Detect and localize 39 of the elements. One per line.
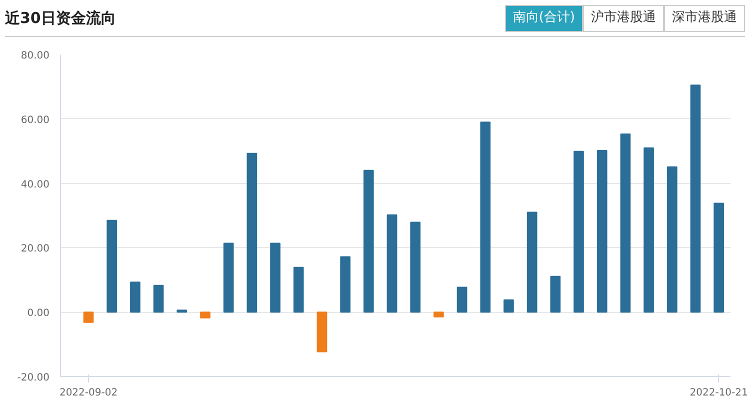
bar — [456, 286, 468, 313]
bar — [644, 147, 654, 313]
bar — [666, 166, 678, 313]
y-tick-label: 40.00 — [20, 179, 50, 190]
bar — [386, 214, 398, 313]
bar — [526, 212, 538, 313]
y-tick-label: 0.00 — [27, 308, 50, 320]
bar — [223, 242, 234, 313]
bar — [596, 150, 608, 313]
bar — [200, 312, 210, 318]
bar — [434, 312, 444, 318]
bar — [316, 312, 328, 352]
bar — [574, 150, 584, 313]
bar — [153, 284, 164, 313]
bar — [410, 222, 421, 313]
text: 深市港股通 — [664, 5, 745, 32]
bar — [340, 256, 350, 313]
text: 南向(合计) — [504, 5, 583, 32]
x-tick-label: 2022-09-02 — [59, 388, 118, 398]
chart-title: 近30日资金流向 — [5, 8, 116, 29]
x-tick-label: 2022-10-21 — [690, 388, 748, 398]
bar — [270, 242, 280, 313]
bar — [714, 202, 724, 313]
text: 沪市港股通 — [583, 5, 664, 32]
bar — [690, 84, 701, 313]
y-tick-label: 20.00 — [20, 244, 50, 255]
bar — [106, 220, 118, 313]
bar — [130, 282, 140, 313]
y-tick-label: 60.00 — [20, 114, 50, 126]
bar — [363, 170, 374, 313]
bar — [620, 134, 631, 313]
bar — [550, 276, 561, 313]
y-tick-label: 80.00 — [20, 50, 50, 62]
bar — [480, 122, 491, 313]
bar — [83, 312, 94, 323]
bar — [293, 266, 304, 313]
bar — [246, 152, 258, 313]
y-tick-label: -20.00 — [17, 372, 50, 384]
bar — [504, 299, 514, 313]
